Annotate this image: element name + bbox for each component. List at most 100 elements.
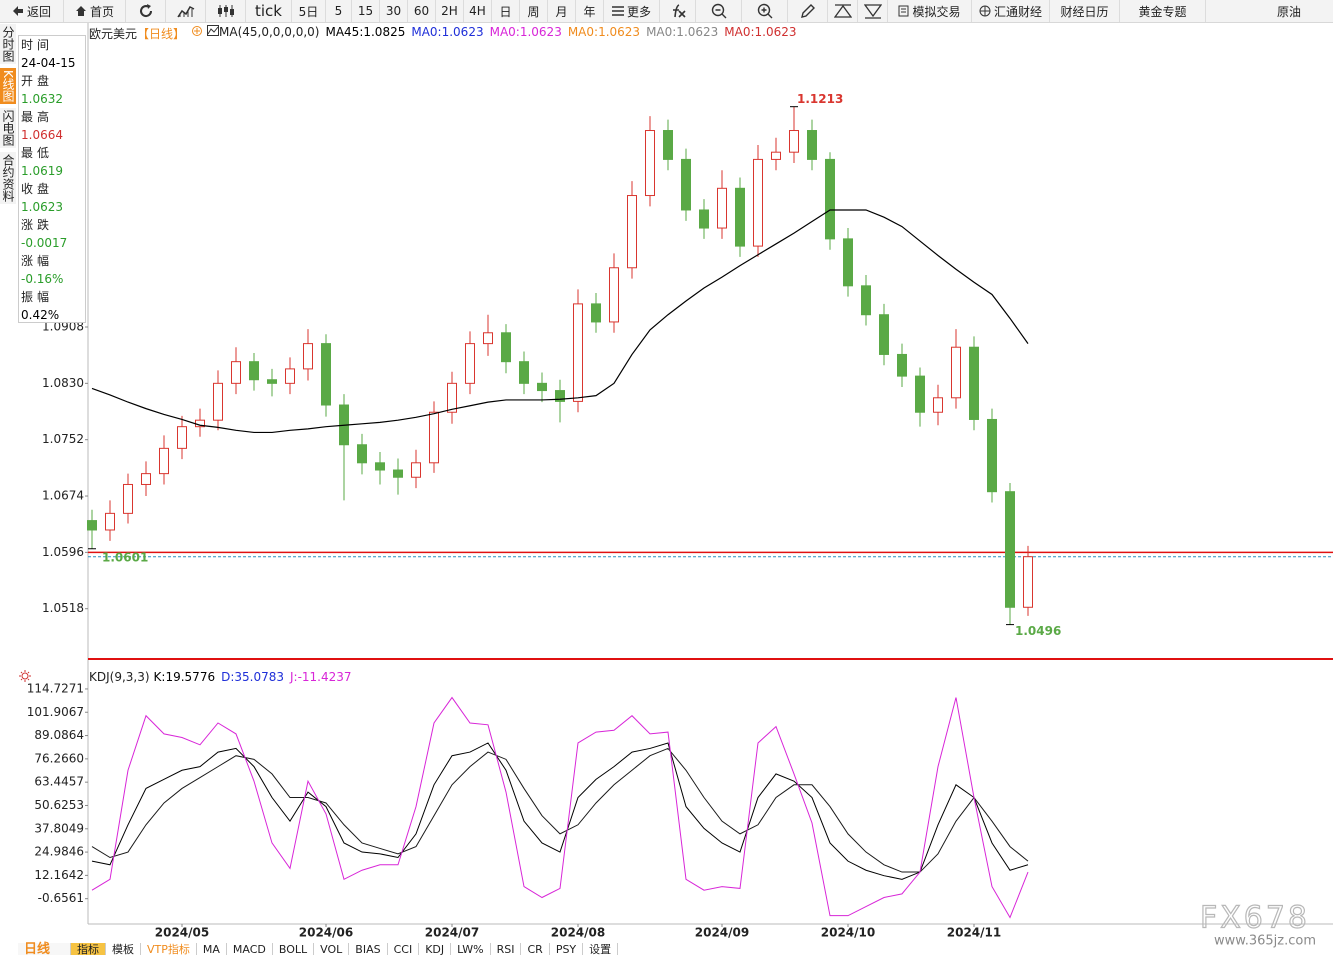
info-value: -0.0017 xyxy=(21,236,68,250)
label: 4H xyxy=(469,4,486,18)
label: 日 xyxy=(499,4,512,19)
period-button[interactable]: 4H xyxy=(464,0,492,22)
pen-icon xyxy=(800,4,815,18)
candle-body xyxy=(717,187,727,229)
home-button[interactable]: 首页 xyxy=(64,0,126,22)
refresh-button[interactable] xyxy=(126,0,166,22)
candle-body xyxy=(1005,491,1015,608)
candle-body xyxy=(915,375,925,413)
link-button[interactable]: 汇通财经 xyxy=(972,0,1050,22)
indicator-label: MA(45,0,0,0,0,0) xyxy=(207,25,319,42)
period-button[interactable]: 30 xyxy=(380,0,408,22)
kdj-header: KDJ(9,3,3) K:19.5776 D:35.0783 J:-11.4237 xyxy=(89,670,352,684)
indicator-tab[interactable]: 指标 xyxy=(71,943,106,955)
settings-icon[interactable] xyxy=(191,25,203,37)
info-label: 时间 xyxy=(21,38,54,52)
y-tick-label: 24.9846 xyxy=(34,845,84,859)
up-button[interactable] xyxy=(828,0,858,22)
y-tick-label: 12.1642 xyxy=(34,868,84,882)
side-tab[interactable]: 分时图 xyxy=(0,24,16,64)
indicator-tab[interactable]: 模板 xyxy=(106,943,141,955)
candle-body xyxy=(465,343,475,384)
zoom-in-icon xyxy=(757,3,772,19)
draw-button[interactable] xyxy=(788,0,828,22)
indicator-tab[interactable]: LW% xyxy=(451,943,491,955)
bottom-tabs: 日线 ▲指标模板VTP指标MAMACDBOLLVOLBIASCCIKDJLW%R… xyxy=(18,943,619,955)
indicator-tab[interactable]: BOLL xyxy=(273,943,315,955)
indicator-tab[interactable]: PSY xyxy=(550,943,584,955)
zoom-out-button[interactable] xyxy=(696,0,742,22)
chart-button[interactable] xyxy=(166,0,206,22)
link-button[interactable]: 财经日历 xyxy=(1050,0,1120,22)
link-button[interactable]: 模拟交易 xyxy=(888,0,972,22)
candle-body xyxy=(213,382,223,421)
candle-body xyxy=(609,267,619,323)
side-tab[interactable]: 合约资料 xyxy=(0,151,16,204)
ma-legend: MA0:1.0623 xyxy=(411,25,484,39)
period-button[interactable]: 60 xyxy=(408,0,436,22)
down-button[interactable] xyxy=(858,0,888,22)
period-button[interactable]: 2H xyxy=(436,0,464,22)
side-tab[interactable]: 闪电图 xyxy=(0,107,16,148)
label: 15 xyxy=(357,4,374,18)
candle-body xyxy=(555,390,565,402)
label: 返回 xyxy=(26,4,51,19)
indicator-tab[interactable]: CCI xyxy=(388,943,420,955)
kdj-legend: J:-11.4237 xyxy=(290,670,352,684)
period-button[interactable]: 周 xyxy=(520,0,548,22)
label: 周 xyxy=(527,4,540,19)
indicator-tab[interactable]: VOL xyxy=(314,943,350,955)
period-button[interactable]: tick xyxy=(246,0,292,22)
back-icon xyxy=(12,6,23,16)
candle-body xyxy=(231,361,241,384)
down-icon xyxy=(863,4,882,19)
period-button[interactable]: 年 xyxy=(576,0,604,22)
label: 2H xyxy=(441,4,458,18)
indicator-tab[interactable]: KDJ xyxy=(419,943,452,955)
label: 黄金专题 xyxy=(1138,4,1187,19)
more-button[interactable]: 更多 xyxy=(604,0,660,22)
info-label: 振幅 xyxy=(21,290,54,304)
label: 月 xyxy=(555,4,568,19)
side-tab[interactable]: K线图 xyxy=(0,68,16,104)
period-area xyxy=(0,924,88,942)
period-button[interactable]: 日 xyxy=(492,0,520,22)
indicator-tab[interactable]: VTP指标 xyxy=(141,943,197,955)
candle-body xyxy=(681,158,691,211)
indicator-tab[interactable]: MA xyxy=(197,943,227,955)
period-button[interactable]: 5日 xyxy=(292,0,326,22)
candle-body xyxy=(573,303,583,402)
x-tick-label: 2024/08 xyxy=(551,926,605,940)
indicator-tab[interactable]: BIAS xyxy=(349,943,388,955)
doc-icon xyxy=(898,5,909,17)
candle-body xyxy=(627,195,637,269)
period-button[interactable]: 15 xyxy=(352,0,380,22)
candle-body xyxy=(519,361,529,384)
formula-button[interactable] xyxy=(660,0,696,22)
indicator-tab[interactable]: MACD xyxy=(227,943,273,955)
period-button[interactable]: 5 xyxy=(326,0,352,22)
candle-button[interactable] xyxy=(206,0,246,22)
back-button[interactable]: 返回 xyxy=(0,0,64,22)
link-button[interactable]: 黄金专题 xyxy=(1120,0,1206,22)
candle-body xyxy=(789,130,799,153)
candle-body xyxy=(861,285,871,316)
label: tick xyxy=(255,2,282,20)
candle-body xyxy=(357,444,367,464)
toolbar: 返回 首页 tick 5日 5 15 30 60 2H 4H 日 周 月 年 更… xyxy=(0,0,1333,23)
zoom-in-button[interactable] xyxy=(742,0,788,22)
period-tab[interactable]: 日线 ▲ xyxy=(18,943,71,955)
y-tick-label: 101.9067 xyxy=(27,705,84,719)
info-label: 开盘 xyxy=(21,74,54,88)
info-value: -0.16% xyxy=(21,272,64,286)
candle-body xyxy=(969,346,979,420)
globe-icon xyxy=(979,5,991,17)
link-button[interactable]: 原油 xyxy=(1206,0,1305,22)
candle-body xyxy=(825,158,835,240)
period-button[interactable]: 月 xyxy=(548,0,576,22)
settings-icon[interactable] xyxy=(19,670,31,682)
indicator-tab[interactable]: RSI xyxy=(491,943,522,955)
candle-body xyxy=(249,361,259,381)
indicator-tab[interactable]: 设置 xyxy=(583,943,619,955)
indicator-tab[interactable]: CR xyxy=(521,943,550,955)
